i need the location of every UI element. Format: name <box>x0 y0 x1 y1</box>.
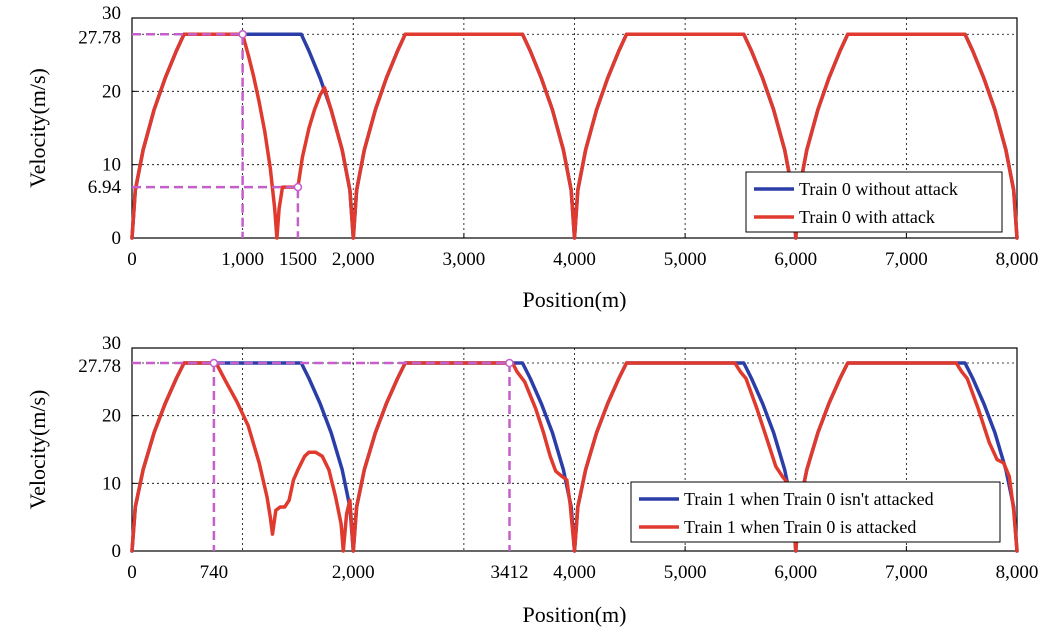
y-tick-label: 30 <box>102 3 121 24</box>
x-tick-label: 3,000 <box>443 249 486 270</box>
guide-dashed-line <box>132 185 300 238</box>
x-tick-label: 8,000 <box>996 249 1039 270</box>
x-tick-label: 3412 <box>490 562 528 583</box>
x-tick-label: 740 <box>200 562 229 583</box>
x-tick-label: 0 <box>127 249 137 270</box>
guide-dashed-line <box>132 33 244 238</box>
legend-label: Train 1 when Train 0 isn't attacked <box>684 489 934 509</box>
legend: Train 1 when Train 0 isn't attacked Train… <box>630 481 1001 543</box>
x-tick-label: 4,000 <box>553 562 596 583</box>
y-tick-label: 10 <box>102 155 121 176</box>
legend-label: Train 1 when Train 0 is attacked <box>684 517 916 537</box>
x-tick-label: 4,000 <box>553 249 596 270</box>
y-axis-label: Velocity(m/s) <box>25 390 50 510</box>
x-tick-label: 0 <box>127 562 137 583</box>
x-axis-label: Position(m) <box>523 287 627 312</box>
x-tick-label: 7,000 <box>885 249 928 270</box>
chart-panel-2: 0 740 2,000 3412 4,000 5,000 6,000 7,000 8,000 0 1… <box>25 333 1038 627</box>
x-tick-label: 2,000 <box>332 249 375 270</box>
x-tick-label: 1500 <box>279 249 317 270</box>
y-tick-label: 0 <box>112 541 122 562</box>
legend-box <box>745 171 1003 233</box>
x-tick-label: 5,000 <box>664 562 707 583</box>
y-tick-label: 27.78 <box>78 27 121 48</box>
y-tick-label: 30 <box>102 333 121 354</box>
y-tick-label: 0 <box>112 228 122 249</box>
legend-label: Train 0 with attack <box>799 207 935 227</box>
y-tick-label: 20 <box>102 81 121 102</box>
x-axis-label: Position(m) <box>523 602 627 627</box>
y-axis-label: Velocity(m/s) <box>25 68 50 188</box>
y-tick-label: 20 <box>102 406 121 427</box>
guide-marker <box>238 30 247 39</box>
x-tick-label: 1,000 <box>221 249 264 270</box>
legend-box <box>630 481 1001 543</box>
y-tick-label: 27.78 <box>78 356 121 377</box>
legend-label: Train 0 without attack <box>799 179 958 199</box>
x-tick-label: 5,000 <box>664 249 707 270</box>
series-line-red <box>130 361 1019 553</box>
x-tick-label: 2,000 <box>332 562 375 583</box>
series-line-red <box>130 32 1019 240</box>
x-tick-label: 8,000 <box>996 562 1039 583</box>
guide-marker <box>505 358 514 368</box>
y-tick-label: 10 <box>102 473 121 494</box>
x-tick-label: 6,000 <box>774 249 817 270</box>
x-tick-label: 7,000 <box>885 562 928 583</box>
guide-marker <box>293 182 303 192</box>
y-tick-label: 6.94 <box>88 177 122 198</box>
chart-panel-1: 0 1,000 1500 2,000 3,000 4,000 5,000 6,000 7,000… <box>25 3 1038 312</box>
guide-marker <box>209 358 219 368</box>
legend: Train 0 without attack Train 0 with attac… <box>745 171 1003 233</box>
x-tick-label: 6,000 <box>774 562 817 583</box>
